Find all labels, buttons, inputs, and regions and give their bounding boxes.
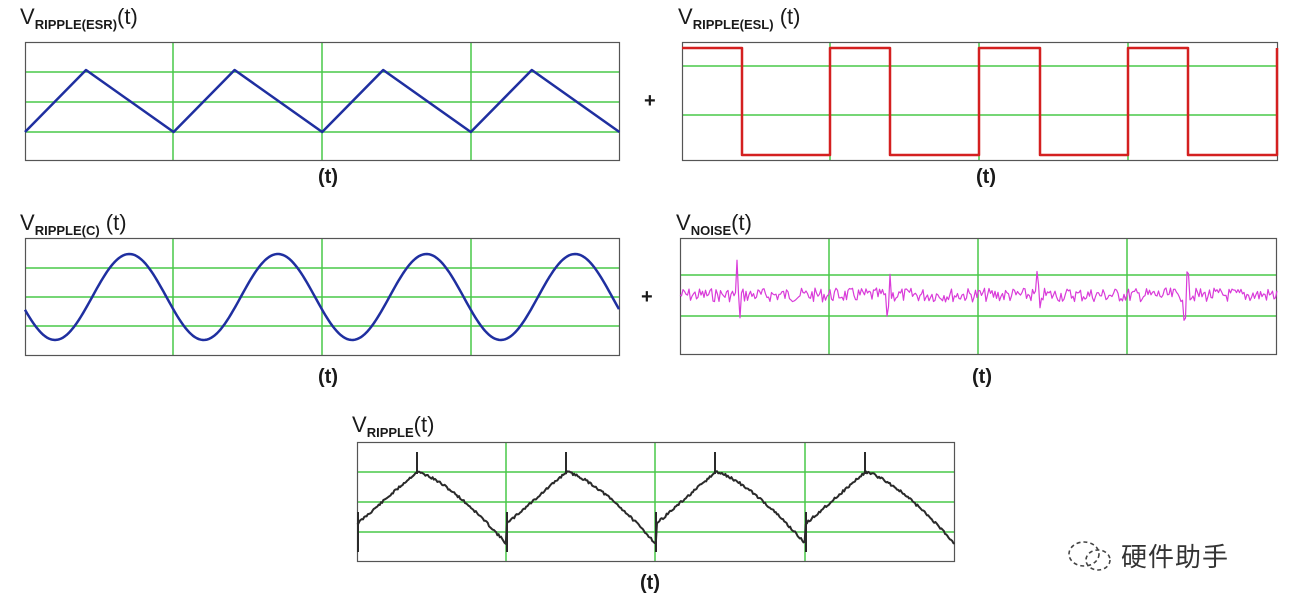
esl-waveform-plot [681,41,1279,162]
esl-title: VRIPPLE(ESL) (t) [678,4,801,32]
esl-x-axis-label: (t) [976,166,996,188]
esr-title: VRIPPLE(ESR)(t) [20,4,138,32]
watermark-text: 硬件助手 [1121,543,1230,573]
wechat-icon [1068,540,1111,571]
plot-frame [24,41,621,162]
esr-triangle-wave [24,68,621,134]
noise-title: VNOISE(t) [676,210,752,238]
plot-frame [356,441,956,563]
cap-x-axis-label: (t) [318,366,338,388]
cap-waveform-plot [23,237,621,357]
cap-title: VRIPPLE(C) (t) [20,210,127,238]
total-title: VRIPPLE(t) [352,412,435,440]
cap-sine-wave [23,252,621,342]
watermark: 硬件助手 [1065,537,1229,574]
noise-x-axis-label: (t) [972,366,992,388]
plot-frame [24,237,621,357]
esl-square-wave [682,46,1279,157]
total-ripple-waveform-plot [356,441,956,563]
esr-waveform-plot [24,41,621,162]
plus-operator: + [644,90,656,112]
plot-frame [679,237,1278,356]
total-x-axis-label: (t) [640,572,660,594]
plus-operator: + [641,286,653,308]
noise-wave [679,259,1278,321]
noise-waveform-plot [679,237,1278,356]
esr-x-axis-label: (t) [318,166,338,188]
